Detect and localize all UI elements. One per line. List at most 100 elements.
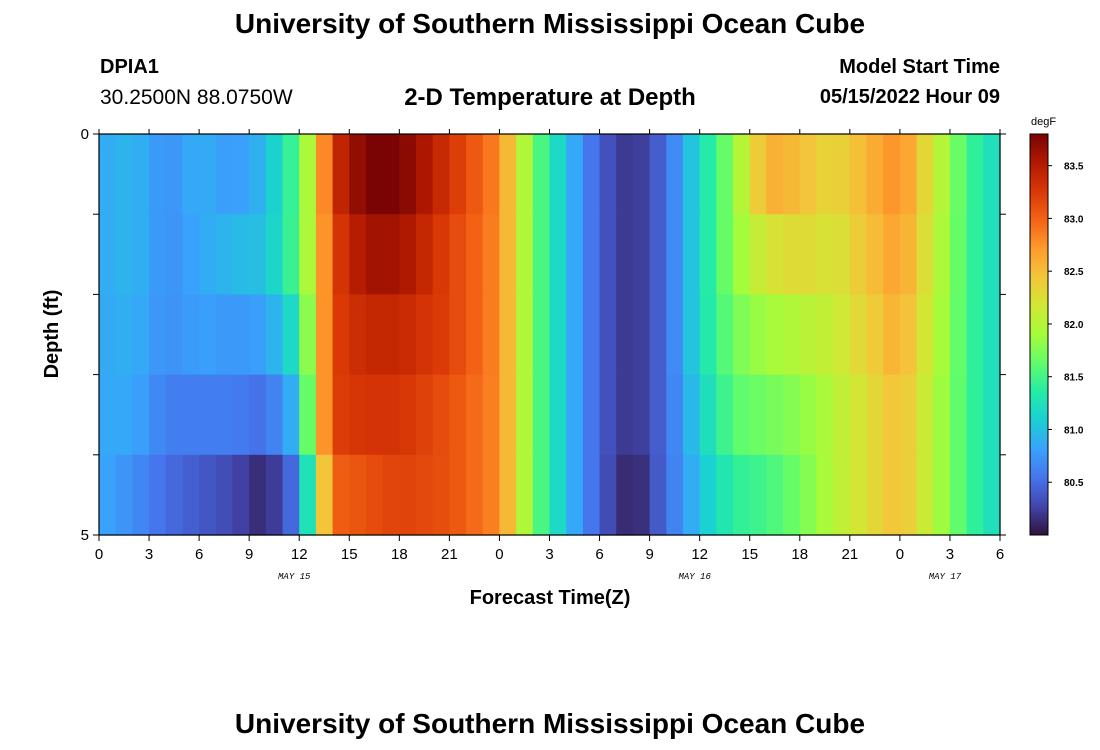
heatmap-cell: [516, 374, 534, 456]
heatmap-cell: [315, 214, 334, 295]
heatmap-cell: [215, 294, 234, 376]
heatmap-cell: [232, 454, 250, 536]
heatmap-cell: [365, 294, 384, 376]
day-label: MAY 17: [929, 572, 962, 582]
heatmap-cell: [482, 374, 501, 456]
heatmap-cell: [983, 454, 1001, 536]
heatmap-cell: [916, 374, 934, 456]
heatmap-cell: [449, 214, 467, 295]
heatmap-cell: [132, 294, 150, 376]
heatmap-cell: [299, 214, 317, 295]
heatmap-cell: [199, 294, 217, 376]
heatmap-cell: [115, 294, 133, 376]
heatmap-cell: [649, 134, 667, 215]
heatmap-cell: [883, 294, 901, 376]
heatmap-cell: [766, 214, 784, 295]
heatmap-cell: [949, 294, 968, 376]
heatmap-cell: [816, 454, 834, 536]
heatmap-cell: [365, 134, 384, 215]
heatmap-cell: [632, 214, 651, 295]
heatmap-cell: [833, 454, 851, 536]
heatmap-cell: [833, 294, 851, 376]
heatmap-cell: [199, 374, 217, 456]
x-tick-label: 3: [145, 546, 153, 563]
heatmap-cell: [632, 134, 651, 215]
x-tick-label: 0: [896, 546, 904, 563]
heatmap-cell: [115, 134, 133, 215]
heatmap-cell: [766, 294, 784, 376]
heatmap-cell: [165, 214, 184, 295]
heatmap-cell: [649, 214, 667, 295]
heatmap-cell: [899, 294, 918, 376]
colorbar-ticks: 83.5 83.0 82.5 82.0 81.5 81.0 80.5: [1048, 162, 1084, 489]
heatmap-cell: [849, 134, 868, 215]
heatmap-cell: [849, 454, 868, 536]
heatmap-cell: [783, 374, 801, 456]
heatmap-cell: [282, 294, 300, 376]
heatmap-cell: [215, 374, 234, 456]
heatmap-cell: [599, 294, 617, 376]
heatmap-cell: [666, 374, 684, 456]
heatmap-cell: [382, 134, 400, 215]
heatmap-cell: [616, 294, 634, 376]
heatmap-cell: [866, 374, 884, 456]
colorbar-tick-label: 82.5: [1064, 267, 1084, 278]
heatmap-cell: [332, 454, 350, 536]
heatmap-cell: [933, 214, 951, 295]
heatmap-cell: [699, 134, 717, 215]
heatmap-cell: [149, 454, 167, 536]
heatmap-cell: [866, 294, 884, 376]
heatmap-cell: [833, 134, 851, 215]
heatmap-cell: [349, 374, 367, 456]
heatmap-cell: [749, 134, 768, 215]
heatmap-cell: [499, 214, 517, 295]
heatmap-cell: [382, 374, 400, 456]
heatmap-cell: [165, 294, 184, 376]
heatmap-cell: [582, 294, 601, 376]
heatmap-cell: [299, 454, 317, 536]
heatmap-cell: [332, 214, 350, 295]
heatmap-cell: [949, 374, 968, 456]
x-tick-label: 0: [95, 546, 103, 563]
x-tick-label: 21: [441, 546, 458, 563]
heatmap-cell: [282, 214, 300, 295]
heatmap-cell: [616, 454, 634, 536]
heatmap-cell: [566, 374, 584, 456]
heatmap-cell: [382, 214, 400, 295]
heatmap-cell: [99, 454, 117, 536]
heatmap-cell: [733, 134, 751, 215]
colorbar-tick-label: 80.5: [1064, 478, 1084, 489]
heatmap-cell: [716, 214, 734, 295]
heatmap-cell: [532, 294, 551, 376]
x-tick-label: 6: [595, 546, 603, 563]
heatmap-cell: [966, 294, 984, 376]
heatmap-cell: [616, 374, 634, 456]
heatmap-cell: [149, 214, 167, 295]
heatmap-cell: [716, 374, 734, 456]
x-tick-label: 12: [691, 546, 708, 563]
heatmap-cell: [449, 454, 467, 536]
heatmap-cell: [566, 134, 584, 215]
heatmap-cell: [315, 374, 334, 456]
heatmap-cell: [232, 214, 250, 295]
heatmap-cell: [282, 454, 300, 536]
heatmap-cell: [899, 214, 918, 295]
heatmap-cell: [432, 374, 450, 456]
day-label: MAY 15: [278, 572, 311, 582]
x-tick-label: 6: [996, 546, 1004, 563]
heatmap-cell: [516, 454, 534, 536]
heatmap-cell: [332, 134, 350, 215]
heatmap-cell: [816, 374, 834, 456]
heatmap-cell: [949, 134, 968, 215]
heatmap-cell: [499, 374, 517, 456]
heatmap-cell: [733, 374, 751, 456]
heatmap-cell: [249, 454, 267, 536]
heatmap-cell: [632, 454, 651, 536]
heatmap-cell: [799, 454, 818, 536]
heatmap-cell: [566, 454, 584, 536]
heatmap-cell: [232, 294, 250, 376]
heatmap-cell: [749, 374, 768, 456]
heatmap-cell: [766, 454, 784, 536]
heatmap-cell: [299, 294, 317, 376]
